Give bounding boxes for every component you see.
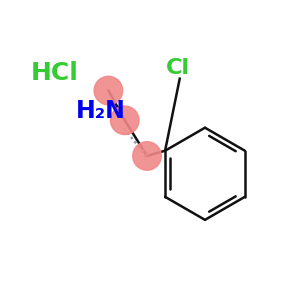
Circle shape <box>133 142 161 170</box>
Text: HCl: HCl <box>31 61 79 85</box>
Text: Cl: Cl <box>166 58 190 78</box>
Circle shape <box>110 106 139 134</box>
Text: H₂N: H₂N <box>76 99 126 123</box>
Circle shape <box>94 76 123 105</box>
